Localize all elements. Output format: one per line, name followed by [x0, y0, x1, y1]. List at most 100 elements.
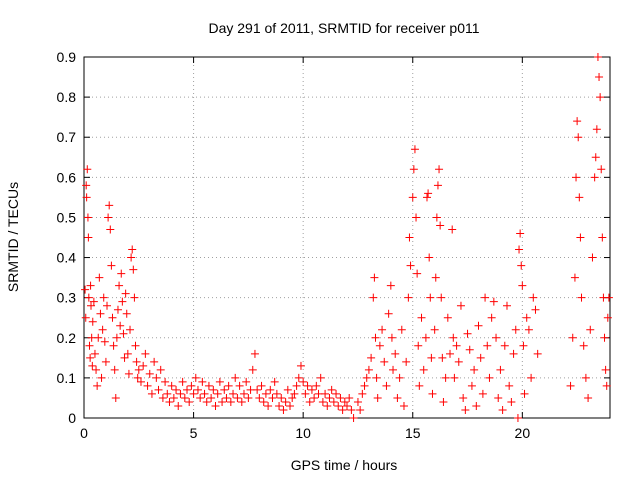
x-axis-label: GPS time / hours — [291, 457, 398, 473]
data-point — [413, 269, 422, 278]
data-point — [211, 401, 220, 410]
data-point — [362, 373, 371, 382]
data-point — [323, 401, 332, 410]
data-point — [327, 385, 336, 394]
data-point — [520, 389, 529, 398]
data-point — [321, 389, 330, 398]
data-point — [405, 233, 414, 242]
data-point — [425, 253, 434, 262]
data-point — [270, 377, 279, 386]
data-point — [120, 353, 129, 362]
data-point — [119, 329, 128, 338]
data-point — [83, 165, 92, 174]
data-point — [332, 389, 341, 398]
data-point — [435, 165, 444, 174]
data-point — [431, 273, 440, 282]
data-point — [343, 401, 351, 410]
data-point — [364, 365, 373, 374]
data-point — [404, 293, 413, 302]
data-point — [568, 333, 577, 342]
data-point — [334, 401, 343, 410]
data-point — [145, 369, 154, 378]
data-point — [218, 397, 227, 406]
data-point — [428, 389, 437, 398]
data-point — [527, 373, 536, 382]
data-point — [88, 361, 97, 370]
data-point — [163, 389, 172, 398]
data-point — [465, 345, 474, 354]
data-point — [296, 361, 305, 370]
data-point — [105, 201, 114, 210]
data-point — [375, 341, 384, 350]
data-point — [132, 357, 141, 366]
data-point — [395, 373, 404, 382]
data-point — [237, 397, 246, 406]
data-point — [496, 365, 505, 374]
data-point — [134, 365, 143, 374]
data-point — [154, 385, 163, 394]
data-point — [143, 381, 152, 390]
data-point — [290, 389, 299, 398]
data-point — [566, 381, 575, 390]
data-point — [156, 365, 165, 374]
data-point — [393, 393, 402, 402]
data-point — [424, 189, 433, 198]
data-point — [231, 373, 240, 382]
x-tick-label: 20 — [515, 425, 531, 441]
data-point — [584, 393, 593, 402]
data-point — [84, 293, 93, 302]
data-point — [598, 233, 607, 242]
x-tick-label: 15 — [405, 425, 421, 441]
y-tick-label: 0.2 — [57, 330, 77, 346]
y-tick-label: 0.6 — [57, 169, 77, 185]
data-point — [438, 353, 447, 362]
data-point — [397, 325, 406, 334]
data-point — [124, 369, 133, 378]
data-point — [378, 325, 387, 334]
axis-ticks: 0 5 10 15 20 0 0.1 0.2 0.3 0.4 0.5 0.6 0.7 0.8 0.9 — [57, 49, 610, 441]
data-point — [529, 293, 538, 302]
data-point — [349, 414, 358, 422]
data-point — [261, 389, 270, 398]
data-point — [131, 341, 140, 350]
data-point — [507, 397, 516, 406]
data-point — [286, 401, 295, 410]
data-point — [112, 333, 121, 342]
data-point — [596, 93, 605, 102]
data-point — [592, 125, 601, 134]
data-point — [98, 325, 107, 334]
data-point — [83, 213, 92, 222]
data-point — [419, 365, 428, 374]
data-point — [100, 337, 109, 346]
data-point — [446, 349, 455, 358]
data-point — [573, 117, 582, 126]
data-point — [591, 153, 600, 162]
data-point — [259, 397, 268, 406]
data-point — [441, 373, 450, 382]
data-point — [113, 305, 122, 314]
data-point — [325, 393, 334, 402]
data-point — [101, 357, 110, 366]
data-point — [492, 333, 501, 342]
data-point — [141, 349, 150, 358]
data-point — [99, 293, 108, 302]
y-tick-label: 0 — [68, 410, 76, 426]
data-point — [277, 393, 286, 402]
data-point — [116, 321, 125, 330]
data-point — [172, 385, 181, 394]
data-point — [336, 393, 345, 402]
data-point — [588, 253, 597, 262]
data-point — [161, 377, 170, 386]
data-point — [178, 377, 187, 386]
data-point — [382, 381, 391, 390]
data-point — [109, 341, 118, 350]
data-point — [174, 401, 183, 410]
data-point — [513, 414, 522, 422]
data-point — [248, 365, 257, 374]
data-point — [524, 325, 533, 334]
y-tick-label: 0.5 — [57, 209, 77, 225]
data-point — [187, 381, 196, 390]
y-tick-label: 0.3 — [57, 290, 77, 306]
data-point — [454, 357, 463, 366]
